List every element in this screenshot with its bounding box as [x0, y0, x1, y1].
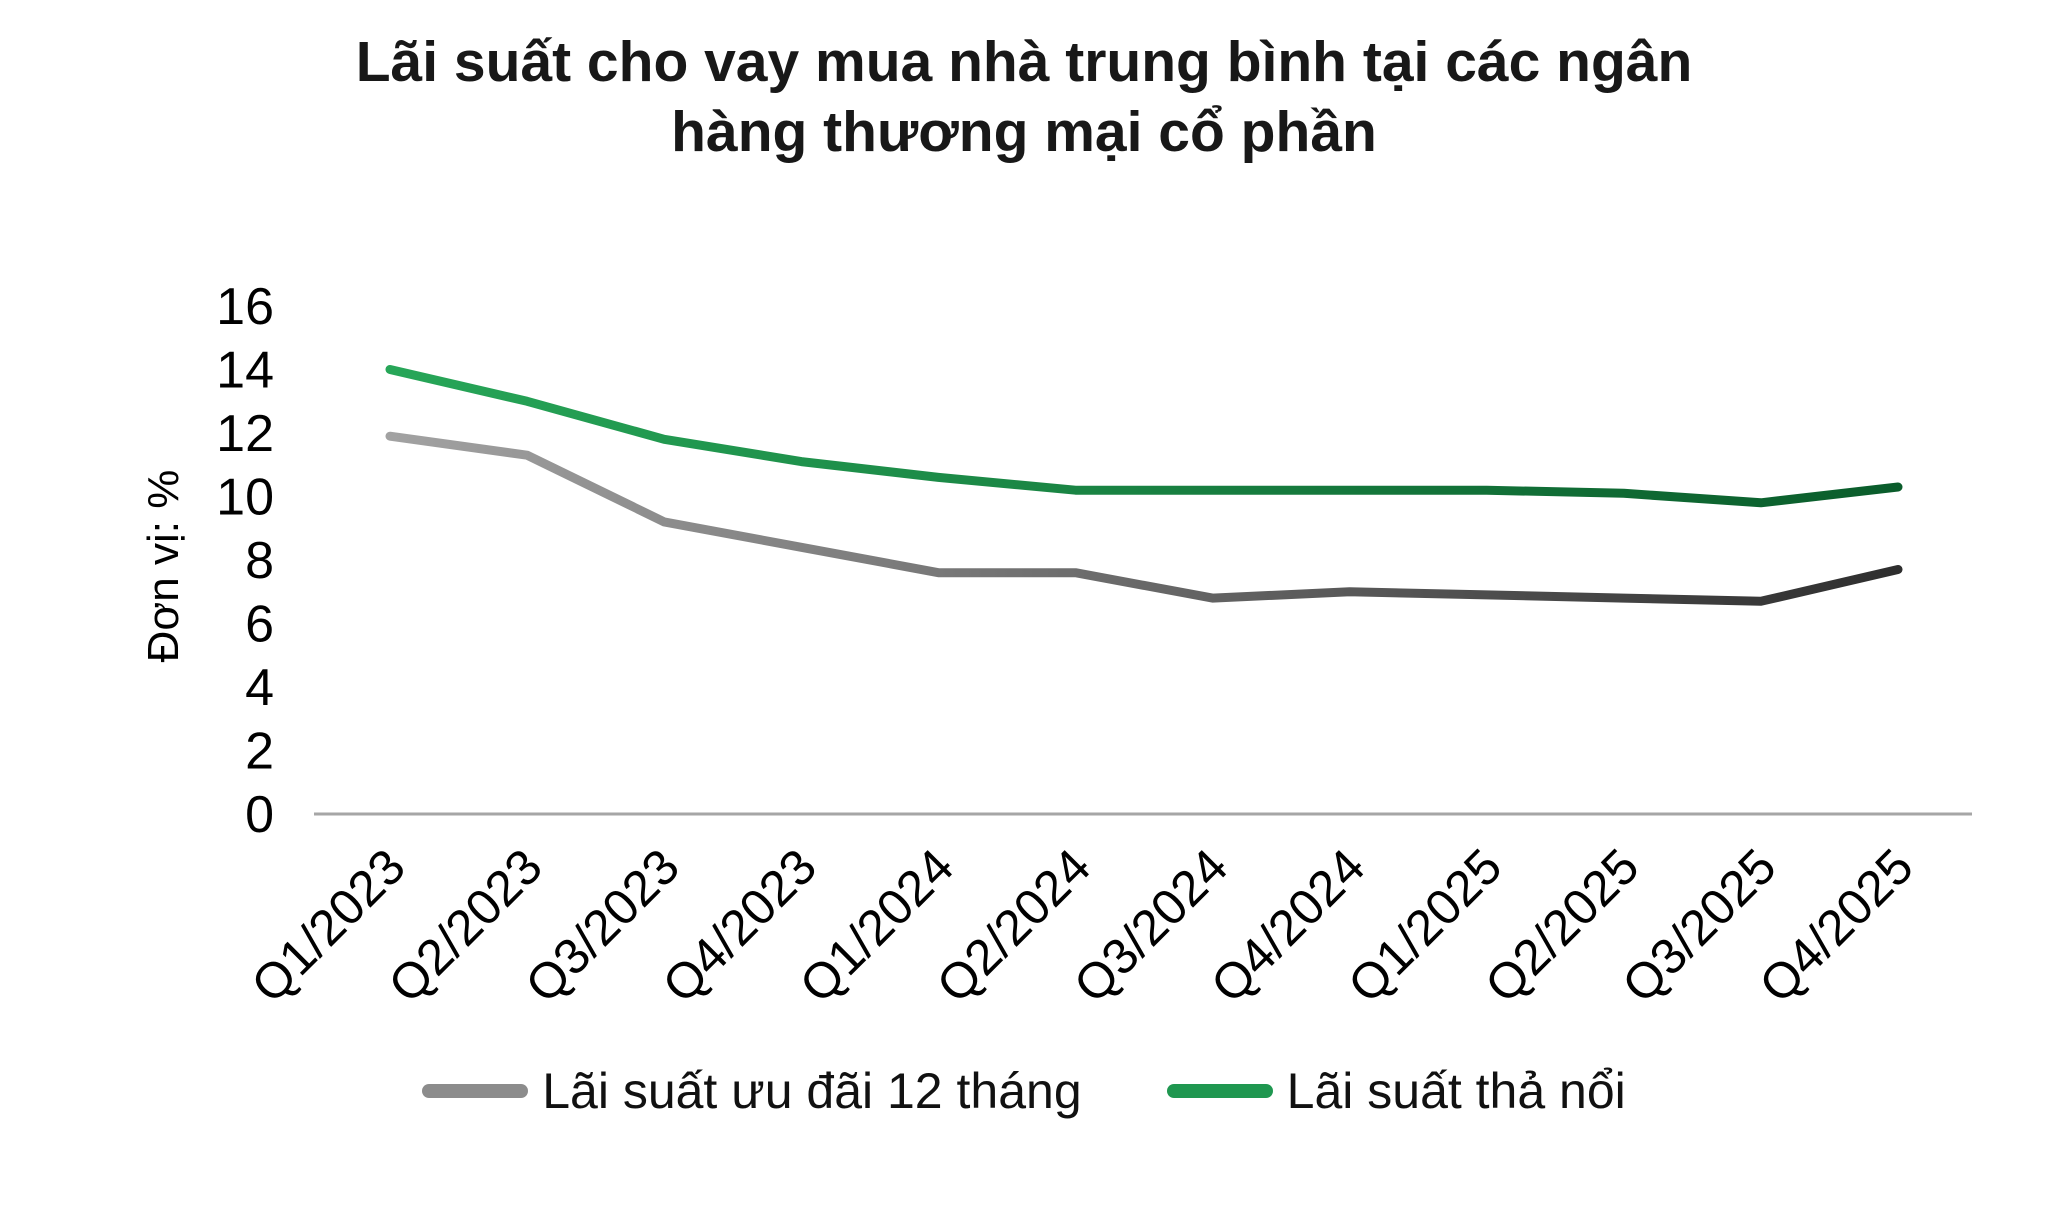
series-line-preferential — [385, 431, 1903, 606]
legend-swatch-gray — [422, 1084, 529, 1098]
x-tick-label: Q2/2024 — [926, 838, 1101, 1013]
y-tick-label: 0 — [245, 786, 274, 844]
x-tick-label: Q3/2023 — [515, 838, 690, 1013]
legend-swatch-green — [1166, 1084, 1273, 1098]
x-tick-label: Q3/2025 — [1611, 838, 1786, 1013]
y-tick-label: 4 — [245, 659, 274, 717]
y-tick-label: 12 — [216, 405, 274, 463]
x-tick-label: Q4/2024 — [1200, 838, 1375, 1013]
x-tick-label: Q3/2024 — [1063, 838, 1238, 1013]
x-tick-label: Q4/2025 — [1749, 838, 1924, 1013]
legend-label-floating: Lãi suất thả nổi — [1286, 1063, 1626, 1119]
chart-title: Lãi suất cho vay mua nhà trung bình tại … — [355, 30, 1693, 164]
series-line-floating — [385, 365, 1903, 508]
x-tick-label: Q1/2023 — [241, 838, 416, 1013]
x-tick-label: Q2/2023 — [378, 838, 553, 1013]
y-tick-label: 6 — [245, 596, 274, 654]
legend-item-preferential: Lãi suất ưu đãi 12 tháng — [422, 1062, 1082, 1120]
x-tick-label: Q1/2025 — [1337, 838, 1512, 1013]
legend-label-preferential: Lãi suất ưu đãi 12 tháng — [542, 1063, 1082, 1119]
x-tick-label: Q1/2024 — [789, 838, 964, 1013]
y-tick-label: 2 — [245, 723, 274, 781]
x-tick-label: Q2/2025 — [1474, 838, 1649, 1013]
y-tick-label: 10 — [216, 469, 274, 527]
x-tick-label: Q4/2023 — [652, 838, 827, 1013]
y-tick-label: 14 — [216, 342, 274, 400]
legend-item-floating: Lãi suất thả nổi — [1166, 1062, 1626, 1120]
y-tick-label: 8 — [245, 532, 274, 590]
legend: Lãi suất ưu đãi 12 tháng Lãi suất thả nổ… — [0, 1062, 2048, 1120]
y-axis-label: Đơn vị: % — [139, 470, 188, 663]
y-tick-label: 16 — [216, 278, 274, 336]
